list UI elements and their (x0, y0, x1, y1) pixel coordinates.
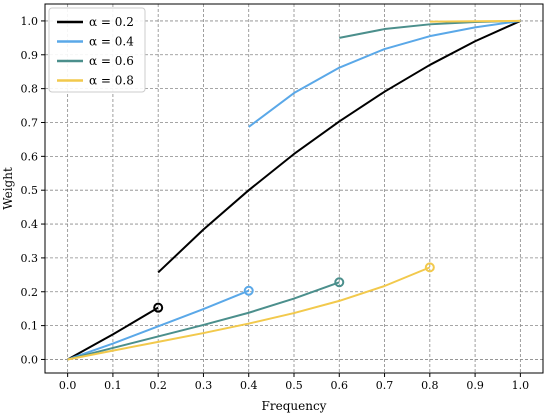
series-3 (67, 19, 521, 361)
y-tick-label: 0.3 (21, 252, 39, 265)
x-tick-label: 0.5 (285, 379, 303, 392)
x-tick-label: 0.7 (376, 379, 394, 392)
x-tick-label: 0.2 (149, 379, 167, 392)
y-tick-label: 1.0 (21, 15, 39, 28)
y-tick-label: 0.4 (21, 218, 39, 231)
series-0 (67, 20, 521, 361)
legend: α = 0.2 α = 0.4 α = 0.6 α = 0.8 (48, 7, 146, 93)
series-line-upper (248, 19, 521, 128)
threshold-marker (424, 262, 435, 273)
series-layer (67, 19, 521, 361)
axis-ticks: 0.0 0.1 0.2 0.3 0.4 0.5 0.6 0.7 0.8 0.9 1.0 0.0 0.1 0… (21, 15, 530, 392)
series-line-lower (67, 266, 431, 361)
x-tick-label: 0.9 (466, 379, 484, 392)
y-tick-label: 0.7 (21, 116, 39, 129)
x-tick-label: 0.8 (421, 379, 439, 392)
y-tick-label: 0.5 (21, 184, 39, 197)
y-tick-label: 0.9 (21, 49, 39, 62)
threshold-marker (334, 277, 345, 288)
x-tick-label: 0.1 (104, 379, 122, 392)
y-tick-label: 0.0 (21, 353, 39, 366)
x-tick-label: 1.0 (512, 379, 530, 392)
threshold-marker (243, 285, 254, 296)
y-tick-label: 0.6 (21, 150, 39, 163)
y-axis-label: Weight (1, 167, 15, 210)
x-tick-label: 0.3 (195, 379, 213, 392)
x-tick-label: 0.6 (331, 379, 349, 392)
x-tick-label: 0.0 (59, 379, 77, 392)
series-line-lower (67, 281, 340, 361)
x-tick-label: 0.4 (240, 379, 258, 392)
series-line-upper (157, 20, 521, 274)
legend-label: α = 0.6 (89, 54, 134, 68)
series-line-upper (429, 19, 521, 23)
series-1 (67, 19, 521, 361)
series-line-lower (67, 306, 159, 361)
legend-box (48, 7, 146, 93)
series-line-lower (67, 289, 250, 361)
y-tick-label: 0.2 (21, 286, 39, 299)
legend-label: α = 0.4 (89, 35, 134, 49)
x-axis-label: Frequency (262, 399, 327, 413)
y-tick-label: 0.1 (21, 320, 39, 333)
legend-label: α = 0.8 (89, 74, 134, 88)
legend-label: α = 0.2 (89, 15, 134, 29)
y-tick-label: 0.8 (21, 83, 39, 96)
threshold-marker (153, 302, 164, 313)
